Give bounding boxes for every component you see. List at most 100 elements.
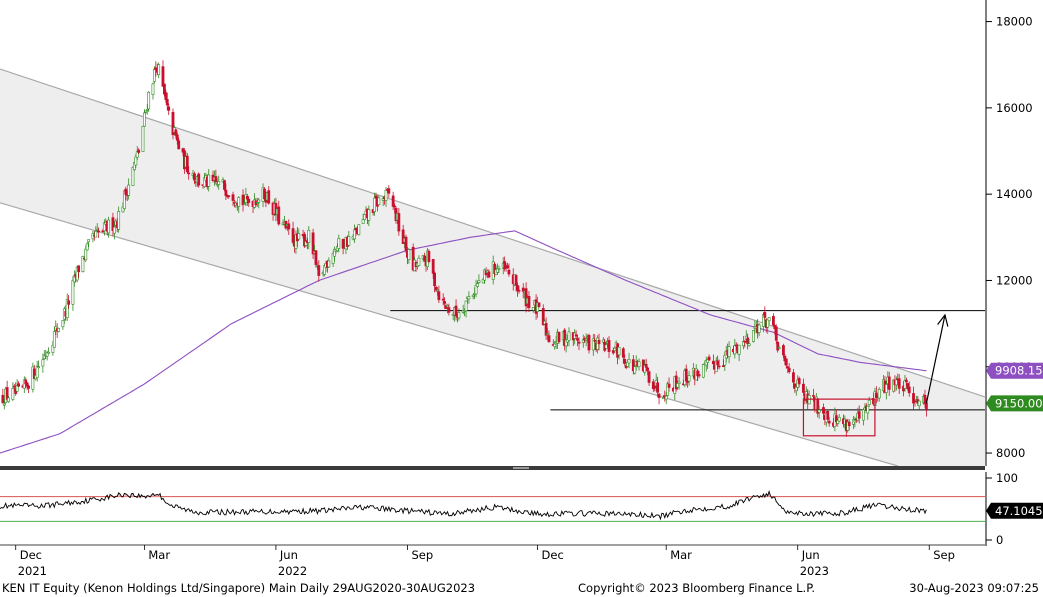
candle-body xyxy=(217,181,221,185)
arrow-head xyxy=(937,313,949,327)
candle-body xyxy=(167,106,171,111)
candle-body xyxy=(134,156,138,166)
candle-body xyxy=(734,344,738,347)
candle-body xyxy=(656,382,660,393)
candle-body xyxy=(423,255,426,261)
footer-security-info: KEN IT Equity (Kenon Holdings Ltd/Singap… xyxy=(2,581,476,595)
year-label: 2021 xyxy=(18,564,47,578)
candle-body xyxy=(291,228,295,243)
candle-body xyxy=(137,149,141,153)
candle-body xyxy=(661,397,665,399)
candle-body xyxy=(393,205,396,208)
candle-body xyxy=(627,359,631,364)
candle-body xyxy=(32,368,36,379)
price-tick-label: 8000 xyxy=(996,446,1025,460)
candle-body xyxy=(783,355,787,362)
candle-body xyxy=(5,387,9,400)
candle-body xyxy=(47,351,51,354)
candle-body xyxy=(363,214,366,221)
candle-body xyxy=(774,326,778,341)
candle-body xyxy=(717,365,721,368)
candle-body xyxy=(657,393,661,398)
candle-body xyxy=(553,343,557,347)
candle-body xyxy=(787,367,791,372)
candle-body xyxy=(506,265,509,269)
time-tick-label: Sep xyxy=(933,548,955,562)
candle-body xyxy=(653,385,657,389)
time-tick-label: Dec xyxy=(542,548,564,562)
candle-body xyxy=(107,219,111,234)
candle-body xyxy=(907,386,911,394)
candle-body xyxy=(677,381,681,384)
candle-body xyxy=(175,134,179,141)
candle-body xyxy=(647,371,651,383)
time-tick-label: Dec xyxy=(20,548,42,562)
candle-body xyxy=(1,394,5,404)
candle-body xyxy=(613,347,617,351)
panel-separator xyxy=(0,466,985,470)
candle-body xyxy=(454,305,458,317)
candle-body xyxy=(884,384,888,393)
candle-body xyxy=(684,368,688,382)
candle-body xyxy=(637,361,641,368)
breakout-arrow xyxy=(925,314,946,404)
candle-body xyxy=(197,173,201,186)
annotations xyxy=(802,313,949,437)
candle-body xyxy=(151,83,155,95)
ma-value-badge: 9908.15 xyxy=(986,362,1043,379)
candle-body xyxy=(187,172,191,175)
oscillator-tick-label: 0 xyxy=(996,533,1003,547)
candle-body xyxy=(537,302,541,308)
candle-body xyxy=(71,280,75,305)
candle-body xyxy=(165,98,169,106)
candle-body xyxy=(487,271,491,278)
candle-body xyxy=(117,211,121,230)
candle-body xyxy=(287,223,291,230)
channel-lower-line xyxy=(0,202,898,466)
candle-body xyxy=(52,331,56,348)
candle-body xyxy=(144,110,148,113)
candle-body xyxy=(384,189,388,201)
candle-body xyxy=(917,400,921,407)
candle-body xyxy=(817,409,821,413)
candle-body xyxy=(531,307,535,311)
candle-body xyxy=(711,360,715,365)
candle-body xyxy=(142,112,146,127)
candle-body xyxy=(437,291,441,301)
candle-body xyxy=(267,190,271,204)
candle-body xyxy=(357,224,361,235)
candle-body xyxy=(812,395,815,397)
candle-body xyxy=(243,203,246,205)
candle-body xyxy=(102,222,106,232)
candle-body xyxy=(391,195,395,207)
candle-body xyxy=(257,199,261,203)
time-tick-label: Mar xyxy=(148,548,170,562)
candle-body xyxy=(516,285,519,291)
candle-body xyxy=(733,345,737,355)
candle-body xyxy=(407,249,411,260)
candle-body xyxy=(347,236,351,246)
candle-body xyxy=(697,374,701,377)
candle-body xyxy=(547,335,551,343)
candle-body xyxy=(746,337,750,345)
separator-grip xyxy=(513,467,529,469)
candle-body xyxy=(314,250,318,265)
candle-body xyxy=(497,268,501,270)
candle-body xyxy=(353,229,356,240)
overbought-shade xyxy=(115,492,122,497)
candle-body xyxy=(141,125,145,152)
candle-body xyxy=(193,173,196,181)
candle-body xyxy=(373,197,376,212)
candle-body xyxy=(337,238,341,249)
candle-body xyxy=(112,226,116,234)
candle-body xyxy=(701,363,705,378)
candle-body xyxy=(644,363,648,368)
oscillator-line xyxy=(0,490,927,521)
candle-body xyxy=(676,383,680,388)
candle-body xyxy=(664,395,668,400)
ma-value-badge-text: 9908.15 xyxy=(995,364,1043,378)
candle-body xyxy=(51,344,55,353)
candle-body xyxy=(307,229,311,243)
candle-body xyxy=(387,188,391,194)
